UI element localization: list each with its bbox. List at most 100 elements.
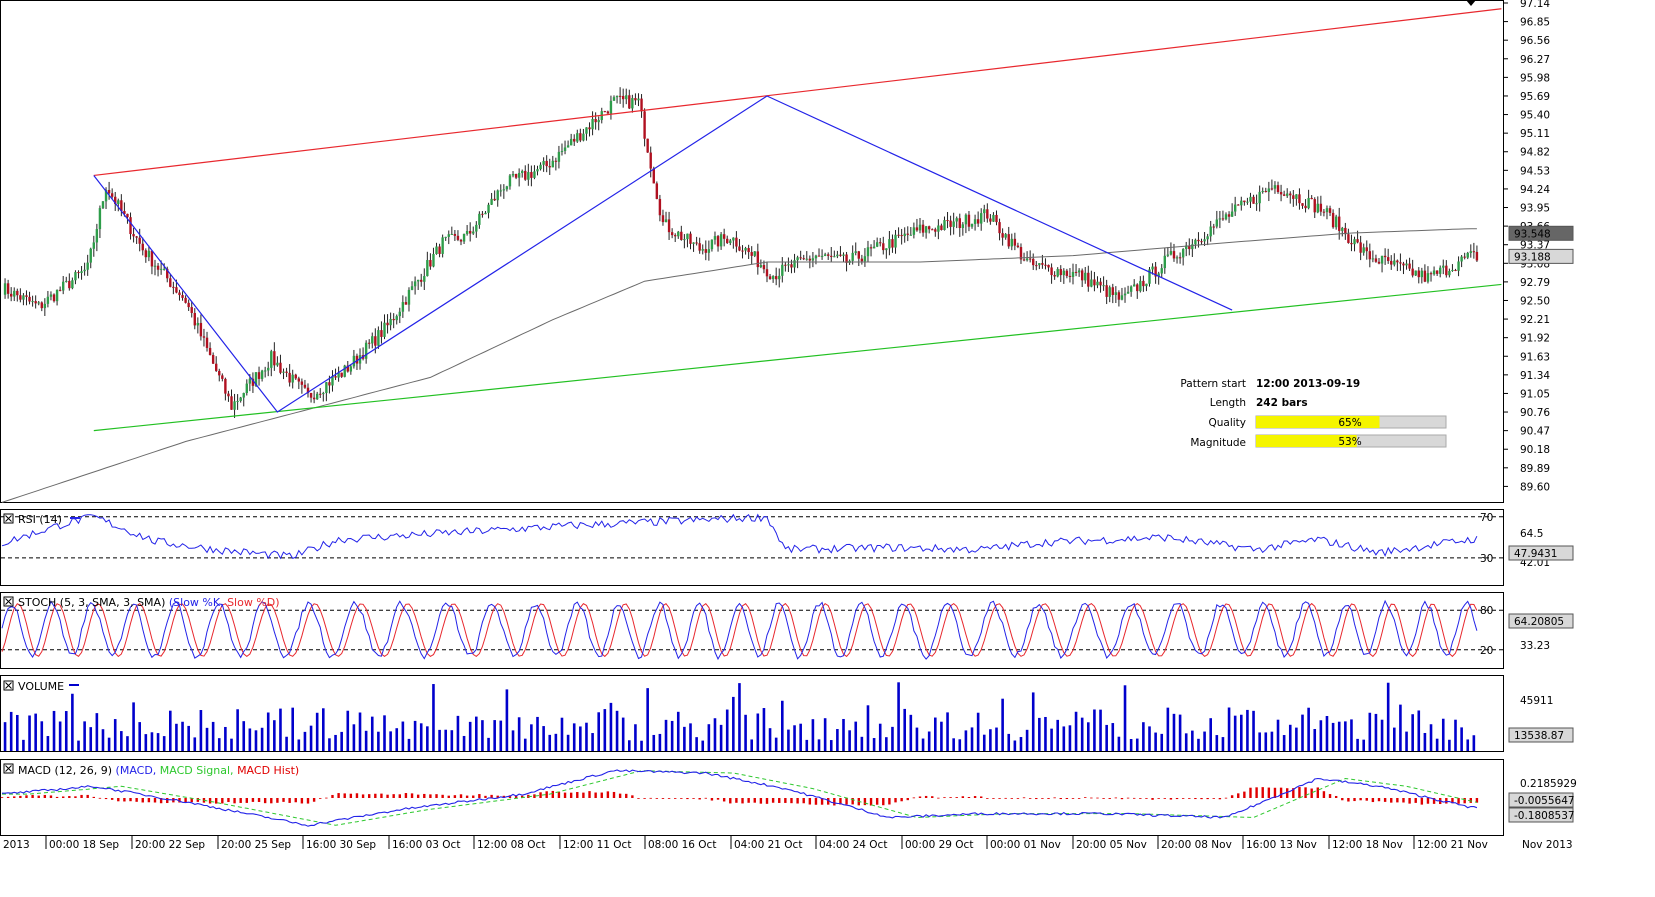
candle-body [1041, 263, 1044, 265]
macd-hist-bar [386, 794, 389, 798]
macd-hist-bar [276, 798, 279, 803]
candle [872, 240, 876, 249]
candle-body [117, 200, 120, 205]
volume-bar [1117, 736, 1121, 751]
macd-hist-bar [918, 796, 922, 798]
macd-hist-bar [820, 798, 824, 805]
candle-body [1133, 284, 1136, 287]
volume-bar [64, 711, 68, 751]
candle [774, 267, 778, 286]
candle-body [1025, 258, 1029, 261]
candle-body [248, 378, 252, 384]
macd-hist-bar [435, 794, 438, 798]
candle-body [863, 256, 867, 262]
volume-bar [1362, 739, 1365, 751]
candle-body [257, 372, 261, 379]
candle [1191, 239, 1194, 258]
volume-bar [273, 720, 276, 751]
candle-body [141, 243, 144, 251]
macd-hist-bar [1145, 798, 1148, 799]
volume-bar [499, 720, 503, 751]
quality-bar-fill [1256, 416, 1380, 428]
candle [190, 301, 193, 318]
candle [1010, 233, 1013, 251]
candle-body [343, 365, 346, 377]
candle-body [1423, 270, 1427, 282]
macd-signal-current-tag: -0.1808537 [1508, 807, 1575, 823]
candle-body [159, 268, 163, 270]
candle [132, 227, 135, 243]
candle [1469, 244, 1472, 258]
candle-body [924, 226, 928, 233]
macd-hist-bar [331, 794, 334, 798]
candle [1316, 196, 1319, 214]
candle [833, 250, 836, 258]
candle [40, 301, 43, 312]
volume-bar [144, 734, 148, 751]
candle [906, 226, 909, 242]
price-label: 95.40 [1520, 110, 1550, 122]
candle-body [719, 234, 723, 247]
volume-bar [52, 710, 56, 751]
candle [1331, 209, 1335, 229]
macd-hist-bar [1420, 798, 1424, 805]
macd-hist-bar [594, 792, 597, 798]
candle [1230, 203, 1234, 217]
volume-pane [0, 675, 1504, 752]
candle [937, 219, 940, 240]
scroll-marker-icon[interactable] [1466, 0, 1476, 6]
candle-body [107, 189, 111, 194]
candle [117, 198, 120, 212]
macd-hist-bar [778, 798, 781, 803]
candle-body [1071, 271, 1075, 277]
macd-hist-bar [496, 795, 499, 798]
candle [1365, 240, 1368, 260]
candle-body [637, 98, 640, 101]
candle [677, 230, 680, 239]
candle [303, 379, 307, 389]
candle-body [46, 296, 50, 304]
candle-body [1341, 227, 1344, 231]
volume-bar [799, 723, 802, 751]
macd-hist-bar [398, 794, 401, 798]
candle [1212, 223, 1215, 235]
stoch-tick-label: 33.23 [1520, 640, 1550, 652]
candle-body [1356, 239, 1359, 243]
candle-body [1148, 269, 1151, 284]
macd-hist-bar [655, 798, 659, 799]
candle [1071, 263, 1075, 285]
candle [1105, 279, 1108, 305]
candle-body [236, 400, 239, 402]
macd-hist-bar [37, 795, 40, 798]
candle-body [576, 133, 579, 142]
candle-body [1362, 247, 1365, 253]
candle-body [263, 370, 267, 372]
volume-bar [927, 731, 931, 751]
volume-bar [358, 712, 362, 751]
candle-body [410, 286, 414, 290]
macd-hist-bar [1451, 798, 1454, 804]
volume-bar [334, 734, 337, 751]
candle-body [995, 214, 998, 223]
macd-hist-bar [349, 793, 353, 798]
volume-bar [1019, 737, 1023, 751]
candle-body [1206, 236, 1209, 240]
candle-body [927, 226, 931, 230]
volume-bar [768, 728, 772, 751]
candle-body [903, 233, 906, 237]
candle [674, 233, 677, 243]
stoch-pane [0, 592, 1504, 669]
macd-hist-bar [802, 798, 805, 804]
candle-body [1032, 258, 1035, 266]
time-label: 2013 [3, 839, 30, 851]
candle [169, 274, 172, 288]
candle-body [190, 307, 193, 313]
candle [995, 210, 998, 226]
candle-body [1151, 266, 1154, 270]
volume-bar [1356, 738, 1359, 751]
candle-body [193, 312, 196, 326]
candle-body [875, 242, 879, 247]
candle [1102, 276, 1105, 291]
volume-bar [126, 736, 129, 751]
candle-body [352, 355, 356, 367]
